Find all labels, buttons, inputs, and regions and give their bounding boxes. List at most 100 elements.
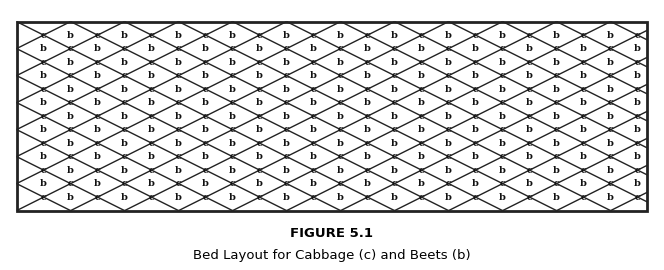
Text: b: b <box>202 125 209 134</box>
Text: c: c <box>95 31 100 40</box>
Text: c: c <box>580 85 586 94</box>
Text: b: b <box>553 31 560 40</box>
Text: c: c <box>446 152 452 161</box>
Text: b: b <box>580 44 587 53</box>
Text: b: b <box>94 44 101 53</box>
Text: c: c <box>95 85 100 94</box>
Text: b: b <box>553 193 560 202</box>
Text: b: b <box>445 139 452 148</box>
Text: c: c <box>608 98 614 107</box>
Text: b: b <box>499 85 506 94</box>
Text: b: b <box>391 112 398 121</box>
Text: c: c <box>149 166 155 175</box>
Text: b: b <box>148 44 155 53</box>
Text: b: b <box>391 58 398 67</box>
Text: c: c <box>284 125 290 134</box>
Text: c: c <box>257 58 262 67</box>
Text: c: c <box>473 193 479 202</box>
Text: b: b <box>391 85 398 94</box>
Text: c: c <box>392 179 398 188</box>
Text: c: c <box>527 112 533 121</box>
Text: b: b <box>40 71 47 80</box>
Text: c: c <box>446 179 452 188</box>
Text: b: b <box>229 139 236 148</box>
Text: b: b <box>67 112 74 121</box>
Text: b: b <box>337 58 344 67</box>
Text: c: c <box>122 44 127 53</box>
Text: b: b <box>418 98 425 107</box>
Text: b: b <box>40 179 47 188</box>
Text: b: b <box>121 166 128 175</box>
Text: c: c <box>527 166 533 175</box>
Text: b: b <box>607 112 614 121</box>
Text: b: b <box>229 58 236 67</box>
Text: b: b <box>364 152 371 161</box>
Text: b: b <box>94 125 101 134</box>
Text: b: b <box>202 152 209 161</box>
Text: c: c <box>419 112 424 121</box>
Text: c: c <box>176 44 181 53</box>
Text: b: b <box>202 44 209 53</box>
Text: b: b <box>94 152 101 161</box>
Text: b: b <box>634 152 641 161</box>
Text: b: b <box>391 31 398 40</box>
Text: b: b <box>283 85 290 94</box>
Text: b: b <box>148 125 155 134</box>
Text: c: c <box>419 85 424 94</box>
Text: c: c <box>68 44 74 53</box>
Text: b: b <box>418 179 425 188</box>
Text: b: b <box>229 193 236 202</box>
Text: c: c <box>257 31 262 40</box>
Text: c: c <box>635 31 641 40</box>
Text: b: b <box>391 139 398 148</box>
Text: c: c <box>41 112 46 121</box>
Text: c: c <box>635 112 641 121</box>
Text: c: c <box>95 139 100 148</box>
Text: c: c <box>68 98 74 107</box>
Text: c: c <box>527 31 533 40</box>
Text: c: c <box>257 193 262 202</box>
Text: b: b <box>67 58 74 67</box>
Text: c: c <box>149 193 155 202</box>
Text: c: c <box>176 98 181 107</box>
Text: c: c <box>176 152 181 161</box>
Text: c: c <box>203 85 208 94</box>
Text: b: b <box>445 58 452 67</box>
Text: b: b <box>445 166 452 175</box>
Text: b: b <box>202 98 209 107</box>
Text: b: b <box>526 152 533 161</box>
Text: b: b <box>472 179 479 188</box>
Text: b: b <box>553 85 560 94</box>
Text: b: b <box>472 125 479 134</box>
Text: b: b <box>526 98 533 107</box>
Text: b: b <box>418 152 425 161</box>
Text: b: b <box>580 125 587 134</box>
Text: c: c <box>365 193 371 202</box>
Text: c: c <box>338 98 343 107</box>
Text: b: b <box>391 166 398 175</box>
Text: b: b <box>337 112 344 121</box>
Text: b: b <box>472 44 479 53</box>
Text: b: b <box>310 179 317 188</box>
Text: c: c <box>257 112 262 121</box>
Text: b: b <box>283 31 290 40</box>
Text: c: c <box>95 58 100 67</box>
Text: c: c <box>392 71 398 80</box>
Text: c: c <box>365 31 371 40</box>
Text: b: b <box>148 98 155 107</box>
Text: b: b <box>121 112 128 121</box>
Text: c: c <box>419 58 424 67</box>
Text: b: b <box>310 152 317 161</box>
Text: c: c <box>608 125 614 134</box>
Text: c: c <box>41 166 46 175</box>
Text: c: c <box>68 125 74 134</box>
Text: c: c <box>68 71 74 80</box>
Text: c: c <box>580 193 586 202</box>
Text: b: b <box>526 125 533 134</box>
Text: c: c <box>635 166 641 175</box>
Text: c: c <box>284 152 290 161</box>
Text: b: b <box>40 44 47 53</box>
Text: c: c <box>95 193 100 202</box>
Text: b: b <box>256 98 263 107</box>
Text: b: b <box>499 139 506 148</box>
